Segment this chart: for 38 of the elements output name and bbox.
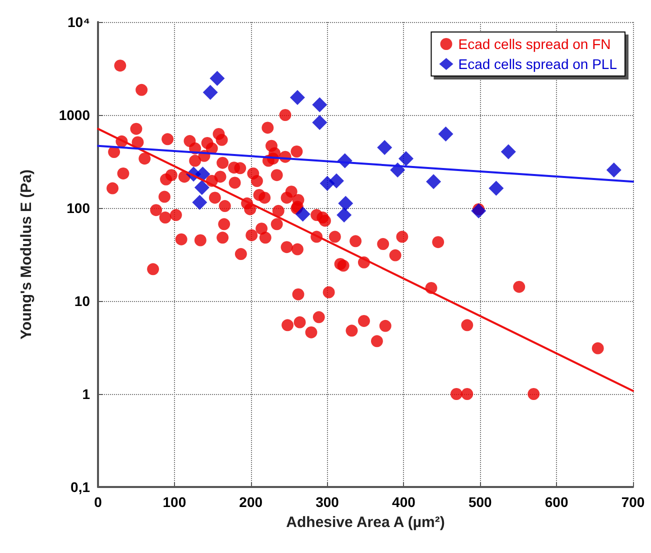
point: [500, 144, 516, 160]
x-tick-label: 700: [621, 494, 645, 510]
point: [488, 180, 504, 196]
point: [312, 97, 328, 112]
y-tick-label: 10: [74, 293, 90, 309]
point: [290, 90, 305, 106]
point: [210, 70, 225, 86]
point: [312, 115, 328, 130]
x-tick-label: 500: [468, 494, 492, 510]
point: [426, 174, 442, 190]
point: [336, 208, 352, 223]
point: [471, 203, 486, 218]
point: [377, 140, 392, 156]
x-tick-label: 200: [239, 494, 263, 510]
x-axis-title: Adhesive Area A (µm²): [286, 514, 445, 531]
legend-label: Ecad cells spread on FN: [458, 36, 611, 52]
point: [328, 173, 344, 188]
point: [338, 196, 354, 211]
y-tick-label: 1000: [58, 107, 90, 123]
point: [194, 180, 210, 196]
y-axis-title: Young's Modulus E (Pa): [18, 170, 35, 340]
x-tick-label: 100: [162, 494, 186, 510]
x-tick-label: 0: [94, 494, 102, 510]
x-tick-label: 600: [544, 494, 568, 510]
y-tick-label: 10⁴: [68, 14, 90, 30]
y-tick-label: 0,1: [70, 479, 90, 495]
legend-label: Ecad cells spread on PLL: [458, 56, 618, 72]
y-tick-label: 100: [66, 200, 90, 216]
x-tick-label: 300: [316, 494, 340, 510]
point: [202, 84, 218, 100]
point: [606, 162, 622, 178]
point: [195, 166, 210, 182]
point: [438, 126, 454, 142]
point: [295, 206, 310, 222]
x-tick-label: 400: [392, 494, 416, 510]
y-tick-label: 1: [82, 386, 90, 402]
point: [192, 194, 208, 210]
point: [398, 151, 414, 166]
